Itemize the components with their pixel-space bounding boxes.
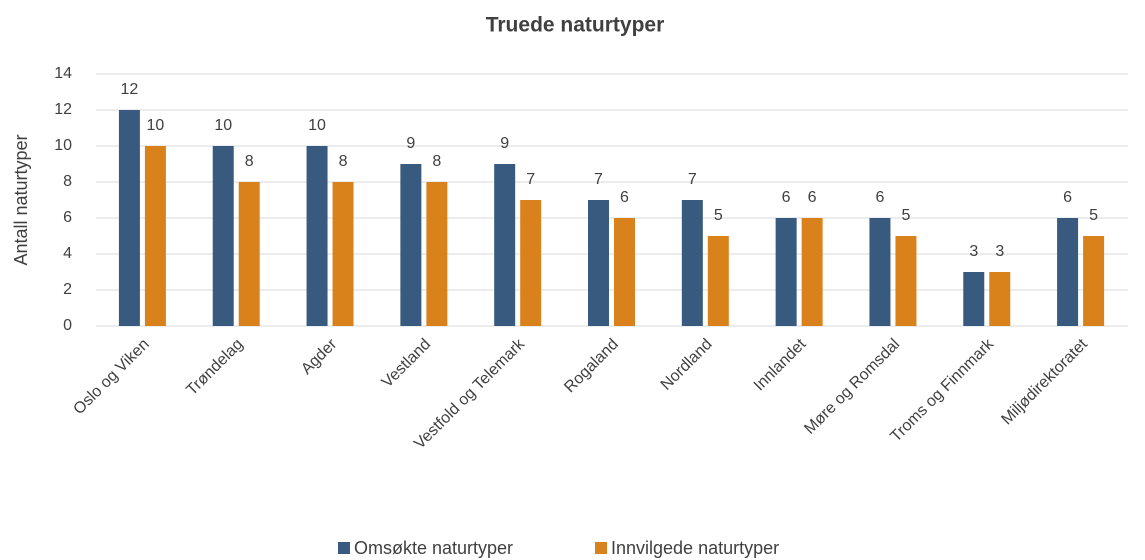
data-label: 8 xyxy=(339,153,348,170)
data-label: 5 xyxy=(714,207,723,224)
bar xyxy=(426,182,448,326)
data-label: 5 xyxy=(902,207,911,224)
bar xyxy=(614,218,635,326)
x-tick-label: Nordland xyxy=(658,336,716,394)
x-tick-label: Miljødirektoratet xyxy=(998,335,1091,428)
data-label: 6 xyxy=(808,189,817,206)
data-label: 6 xyxy=(620,189,629,206)
x-tick-label: Agder xyxy=(298,335,341,378)
bar xyxy=(801,218,823,326)
data-label: 12 xyxy=(121,81,139,98)
data-label: 6 xyxy=(1063,189,1072,206)
bar xyxy=(494,164,516,326)
data-label: 10 xyxy=(308,117,326,134)
bar xyxy=(707,236,729,326)
bar xyxy=(775,218,797,326)
y-tick-label: 6 xyxy=(63,209,72,226)
x-tick-label: Rogaland xyxy=(561,336,621,396)
bar xyxy=(306,146,328,326)
y-tick-label: 4 xyxy=(63,245,72,262)
y-tick-label: 2 xyxy=(63,281,72,298)
bar xyxy=(118,110,140,326)
legend-label: Omsøkte naturtyper xyxy=(354,538,513,558)
data-label: 6 xyxy=(782,189,791,206)
bar xyxy=(238,182,260,326)
bar xyxy=(588,200,609,326)
bar xyxy=(212,146,234,326)
bar xyxy=(1083,236,1105,326)
y-tick-label: 14 xyxy=(54,65,72,82)
bar xyxy=(1057,218,1079,326)
x-tick-label: Vestland xyxy=(379,336,434,391)
bar xyxy=(895,236,917,326)
data-label: 7 xyxy=(526,171,535,188)
data-label: 9 xyxy=(500,135,509,152)
data-label: 7 xyxy=(594,171,603,188)
x-tick-label: Trøndelag xyxy=(183,336,246,399)
bar xyxy=(144,146,166,326)
data-label: 10 xyxy=(147,117,165,134)
x-tick-label: Oslo og Viken xyxy=(70,336,152,418)
bar xyxy=(681,200,703,326)
bar xyxy=(869,218,891,326)
y-tick-label: 0 xyxy=(63,317,72,334)
data-label: 5 xyxy=(1089,207,1098,224)
x-tick-label: Møre og Romsdal xyxy=(801,336,903,438)
bar xyxy=(520,200,542,326)
y-tick-label: 8 xyxy=(63,173,72,190)
data-label: 8 xyxy=(432,153,441,170)
y-tick-label: 12 xyxy=(54,101,72,118)
bar xyxy=(989,272,1011,326)
bar xyxy=(963,272,985,326)
x-tick-label: Troms og Finnmark xyxy=(887,335,997,445)
chart-title: Truede naturtyper xyxy=(486,14,665,37)
y-tick-label: 10 xyxy=(54,137,72,154)
legend-swatch xyxy=(338,542,350,554)
data-label: 10 xyxy=(214,117,232,134)
data-label: 9 xyxy=(406,135,415,152)
bar xyxy=(332,182,354,326)
data-label: 7 xyxy=(688,171,697,188)
legend-swatch xyxy=(595,542,607,554)
bar xyxy=(400,164,422,326)
legend-label: Innvilgede naturtyper xyxy=(611,538,779,558)
data-label: 8 xyxy=(245,153,254,170)
data-label: 3 xyxy=(969,243,978,260)
y-axis-title: Antall naturtyper xyxy=(11,134,31,265)
data-label: 6 xyxy=(876,189,885,206)
data-label: 3 xyxy=(995,243,1004,260)
x-tick-label: Innlandet xyxy=(751,335,810,394)
